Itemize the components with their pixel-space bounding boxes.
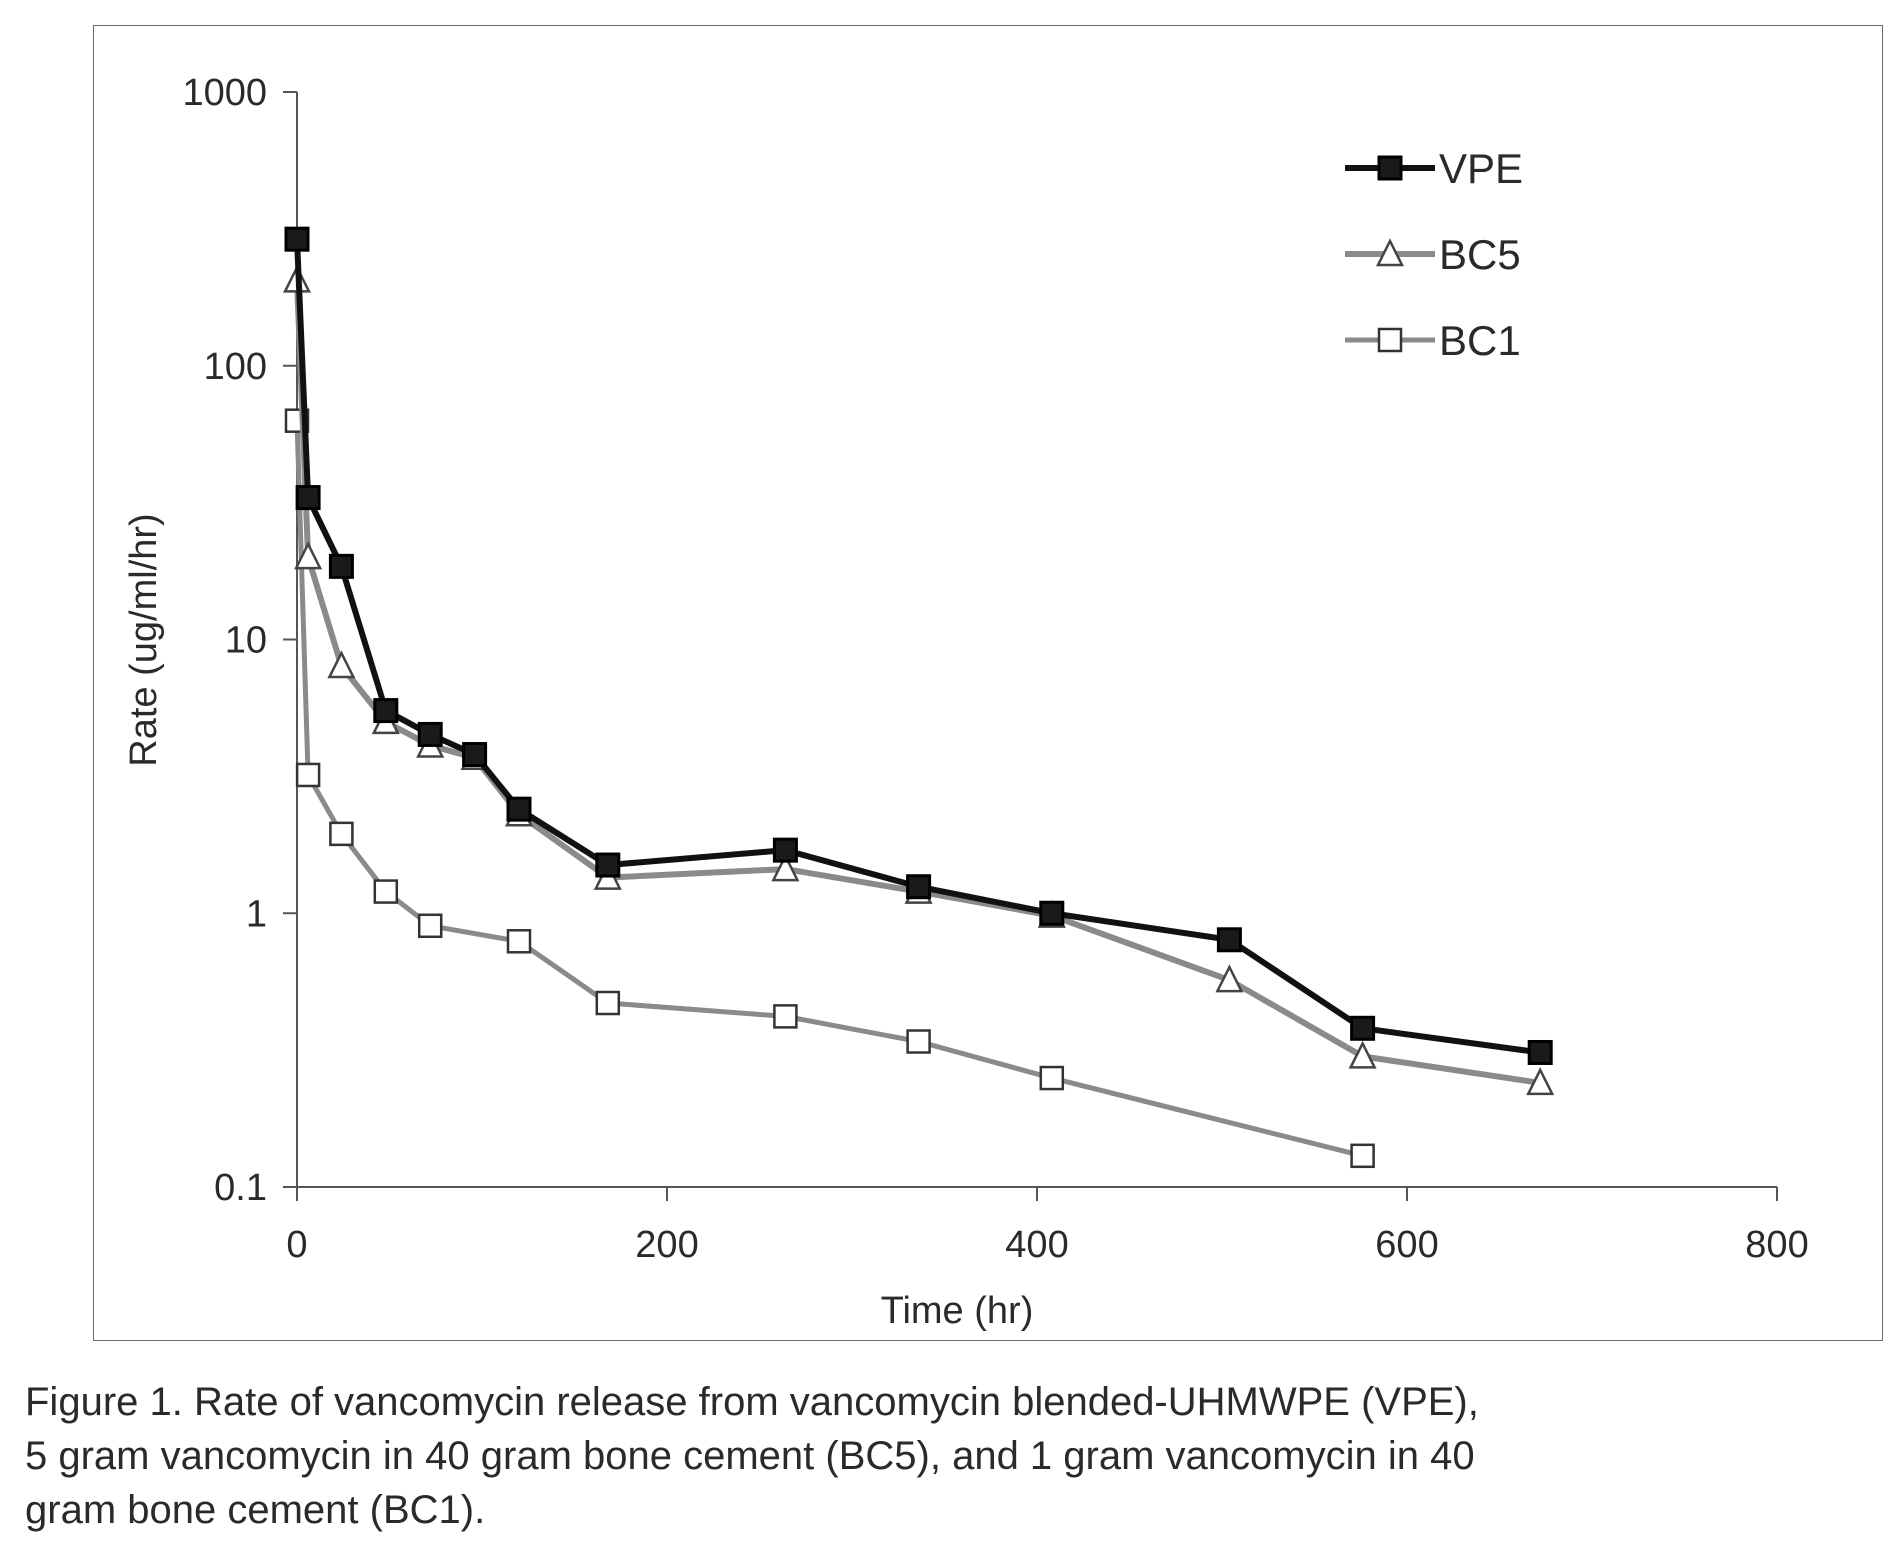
data-point-vpe (1527, 1039, 1553, 1065)
legend-item-vpe: VPE (1345, 145, 1523, 192)
series-line-bc1 (294, 420, 1364, 1159)
x-tick-label: 200 (635, 1224, 698, 1266)
y-tick-label: 1 (246, 893, 267, 935)
data-point-vpe (595, 852, 621, 878)
data-point-bc5 (327, 650, 356, 679)
y-tick-label: 100 (204, 346, 267, 388)
data-point-vpe (328, 553, 354, 579)
data-point-bc5 (1526, 1067, 1555, 1096)
legend-label: VPE (1439, 145, 1523, 192)
data-point-bc1 (773, 1004, 798, 1029)
data-point-bc1 (329, 821, 354, 847)
data-point-vpe (295, 485, 321, 511)
data-point-vpe (1216, 927, 1242, 953)
x-tick-label: 0 (286, 1224, 307, 1266)
caption-line-1: Figure 1. Rate of vancomycin release fro… (25, 1380, 1479, 1424)
data-point-vpe (373, 698, 399, 724)
y-tick-label: 10 (225, 620, 267, 662)
series-layer (282, 226, 1555, 1169)
y-tick-label: 0.1 (214, 1167, 267, 1209)
caption-line-2: 5 gram vancomycin in 40 gram bone cement… (25, 1434, 1475, 1478)
data-point-bc5 (1348, 1040, 1377, 1069)
axes: 0.1 1 10 100 1000 0 200 400 600 800 (182, 72, 1808, 1266)
data-point-bc5 (1215, 964, 1244, 993)
data-point-bc1 (595, 990, 621, 1016)
figure-caption: Figure 1. Rate of vancomycin release fro… (25, 1375, 1825, 1537)
series-bc5 (282, 264, 1555, 1096)
data-point-vpe (1350, 1015, 1376, 1041)
data-point-vpe (284, 226, 310, 252)
legend-label: BC1 (1439, 317, 1521, 364)
y-axis-title: Rate (ug/ml/hr) (123, 513, 165, 766)
legend-marker (1375, 238, 1405, 267)
data-point-vpe (462, 742, 488, 768)
series-line-bc5 (294, 280, 1541, 1086)
data-point-bc1 (417, 913, 443, 939)
data-point-vpe (772, 837, 798, 863)
series-bc1 (284, 408, 1375, 1169)
legend-item-bc5: BC5 (1345, 231, 1521, 278)
data-point-bc1 (373, 879, 399, 904)
x-tick-label: 600 (1375, 1224, 1438, 1266)
data-point-bc1 (1350, 1143, 1375, 1169)
chart-frame (93, 25, 1883, 1341)
caption-line-3: gram bone cement (BC1). (25, 1488, 486, 1532)
legend-marker (1377, 327, 1403, 353)
x-tick-label: 400 (1005, 1224, 1068, 1266)
x-axis-title: Time (hr) (881, 1290, 1034, 1332)
legend-marker (1377, 155, 1403, 181)
legend-label: BC5 (1439, 231, 1521, 278)
data-point-vpe (906, 874, 932, 900)
data-point-vpe (1039, 900, 1065, 926)
y-tick-label: 1000 (182, 72, 267, 114)
series-vpe (284, 226, 1553, 1065)
data-point-bc1 (906, 1029, 931, 1054)
data-point-bc1 (506, 929, 532, 954)
data-point-vpe (417, 721, 443, 747)
data-point-vpe (506, 796, 532, 822)
legend-item-bc1: BC1 (1345, 317, 1521, 364)
data-point-bc1 (1039, 1065, 1065, 1091)
x-tick-label: 800 (1745, 1224, 1808, 1266)
data-point-bc5 (294, 541, 323, 570)
data-point-bc1 (295, 762, 321, 788)
data-point-bc5 (771, 853, 800, 882)
series-line-vpe (294, 239, 1541, 1056)
legend: VPE BC5 BC1 (1345, 145, 1523, 364)
